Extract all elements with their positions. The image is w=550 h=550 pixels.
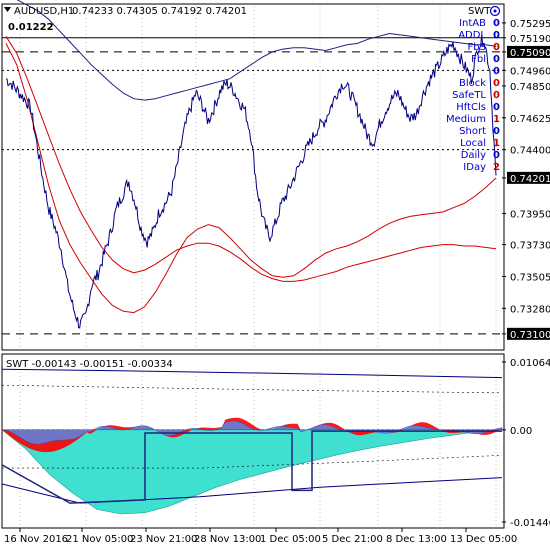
info-label: FbS [468, 42, 486, 53]
time-label: 8 Dec 13:00 [386, 534, 447, 545]
time-label: 16 Nov 2016 [4, 534, 68, 545]
indicator-header: SWT -0.00143 -0.00151 -0.00334 [6, 359, 173, 370]
price-tick-label: 0.74625 [510, 114, 550, 125]
main-chart-frame [1, 3, 505, 351]
price-tick-label: 0.73280 [510, 304, 550, 315]
info-value: 1 [493, 114, 500, 125]
upper-envelope [1, 368, 503, 379]
price-series [6, 34, 497, 329]
info-value: 0 [493, 90, 500, 101]
teal-area [1, 429, 503, 515]
spread-value: 0.01222 [8, 22, 54, 33]
price-line [6, 34, 497, 329]
time-label: 23 Nov 21:00 [130, 534, 197, 545]
ma-line-3 [5, 36, 497, 282]
step-line [1, 430, 502, 504]
swt-settings-icon[interactable] [489, 5, 501, 17]
time-label: 21 Nov 05:00 [66, 534, 133, 545]
info-value: 0 [493, 42, 500, 53]
price-label-box [507, 45, 550, 58]
ohlc-values: 0.74233 0.74305 0.74192 0.74201 [72, 6, 247, 17]
indicator-tick-label: 0.00 [510, 426, 532, 437]
info-value: 2 [493, 162, 500, 173]
lower-envelope [1, 477, 503, 504]
info-value: 0 [493, 18, 500, 29]
info-label: IDay [463, 162, 486, 173]
info-value: 0 [493, 126, 500, 137]
moving-averages [5, 0, 497, 314]
info-value: 1 [493, 138, 500, 149]
time-label: 5 Dec 21:00 [322, 534, 383, 545]
price-tick-label: 0.75190 [510, 34, 550, 45]
price-axis: 0.75295 0.75190 0.75090 0.74960 0.74850 0.746… [502, 19, 550, 341]
swt-badge: SWT [468, 6, 491, 17]
info-label: Fbl [471, 54, 486, 65]
price-tick-label: 0.74400 [510, 146, 550, 157]
indicator-axis: 0.01064 0.00 -0.01446 [502, 358, 550, 529]
info-label: Daily [461, 150, 486, 161]
info-label: ADDL [458, 30, 486, 41]
price-tick-label: 0.74960 [510, 66, 550, 77]
price-tick-label: 0.73730 [510, 241, 550, 252]
info-label: SafeTL [452, 90, 486, 101]
info-label: Medium [446, 114, 486, 125]
red-area [2, 417, 502, 453]
time-label: 28 Nov 13:00 [194, 534, 261, 545]
info-value: 0 [493, 102, 500, 113]
time-label: 1 Dec 05:00 [260, 534, 321, 545]
price-label-box [507, 327, 550, 340]
price-label-box [507, 171, 550, 184]
price-tick-label: 0.74201 [510, 174, 550, 185]
symbol-header: AUDUSD,H1 [14, 6, 74, 17]
info-value: 0 [493, 66, 500, 77]
info-label: HftCls [456, 102, 486, 113]
info-label: Local [460, 138, 486, 149]
price-tick-label: 0.74850 [510, 82, 550, 93]
info-label: Short [459, 126, 486, 137]
swt-indicator [1, 368, 503, 515]
time-label: 13 Dec 05:00 [450, 534, 517, 545]
ma-line-1 [5, 43, 497, 314]
ma-line-2 [16, 0, 497, 101]
info-value: 0 [493, 30, 500, 41]
price-tick-label: 0.73950 [510, 209, 550, 220]
chart-menu-icon[interactable] [4, 7, 11, 12]
price-tick-label: 0.75090 [510, 48, 550, 59]
info-label: IntAB [459, 18, 486, 29]
info-value: 0 [493, 54, 500, 65]
price-tick-label: 0.75295 [510, 19, 550, 30]
blue-area [1, 420, 503, 445]
indicator-tick-label: 0.01064 [510, 358, 550, 369]
price-tick-label: 0.73100 [510, 330, 550, 341]
info-label: Block [459, 78, 486, 89]
info-value: 0 [493, 150, 500, 161]
indicator-tick-label: -0.01446 [510, 518, 550, 529]
price-tick-label: 0.73505 [510, 272, 550, 283]
info-value: 0 [493, 78, 500, 89]
